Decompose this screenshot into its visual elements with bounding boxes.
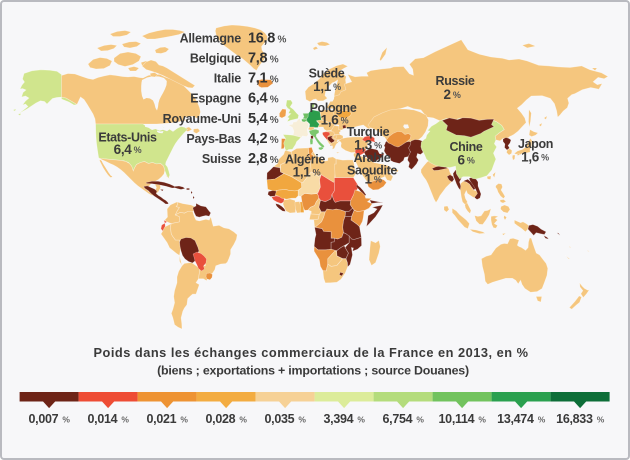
svg-text:4,2 %: 4,2 % [248,131,279,147]
svg-text:Arabie: Arabie [354,151,391,165]
svg-text:Allemagne: Allemagne [180,32,242,46]
svg-text:3,394 %: 3,394 % [324,412,366,426]
svg-text:16,833 %: 16,833 % [556,412,605,426]
svg-text:(biens ; exportations + import: (biens ; exportations + importations ; s… [157,364,469,378]
svg-text:Russie: Russie [436,74,475,88]
svg-text:Japon: Japon [518,137,553,151]
svg-text:Algérie: Algérie [285,153,325,167]
svg-text:16,8 %: 16,8 % [248,31,287,47]
svg-text:Belgique: Belgique [190,52,241,66]
svg-text:7,8 %: 7,8 % [248,51,279,67]
svg-text:Chine: Chine [450,140,483,154]
svg-text:2 %: 2 % [443,87,460,102]
svg-text:1,1 %: 1,1 % [313,79,341,94]
svg-text:Poids dans les échanges commer: Poids dans les échanges commerciaux de l… [94,345,529,360]
svg-text:0,035 %: 0,035 % [265,412,307,426]
svg-text:1 %: 1 % [364,172,381,187]
svg-text:Pologne: Pologne [310,101,357,115]
svg-text:Etats-Unis: Etats-Unis [98,131,157,145]
svg-text:0,007 %: 0,007 % [29,412,71,426]
svg-text:1,1 %: 1,1 % [293,165,321,180]
svg-text:Saoudite: Saoudite [347,164,397,178]
svg-text:6,754 %: 6,754 % [383,412,425,426]
svg-text:5,4 %: 5,4 % [248,111,279,127]
svg-text:0,014 %: 0,014 % [88,412,130,426]
svg-text:Turquie: Turquie [347,125,390,139]
svg-text:7,1 %: 7,1 % [248,71,279,87]
svg-text:0,021 %: 0,021 % [147,412,189,426]
svg-text:Espagne: Espagne [190,92,241,106]
svg-text:Royaume-Uni: Royaume-Uni [163,112,241,126]
svg-text:6,4 %: 6,4 % [248,91,279,107]
svg-text:13,474 %: 13,474 % [497,412,546,426]
svg-text:2,8 %: 2,8 % [248,151,279,167]
svg-text:6,4 %: 6,4 % [114,142,142,157]
svg-text:10,114 %: 10,114 % [439,412,487,426]
svg-text:Suisse: Suisse [202,152,241,166]
svg-text:Italie: Italie [214,72,242,86]
svg-text:1,6 %: 1,6 % [521,150,549,165]
svg-text:6 %: 6 % [457,153,474,168]
svg-text:Suède: Suède [309,67,345,81]
svg-text:0,028 %: 0,028 % [206,412,248,426]
svg-text:1,6 %: 1,6 % [321,113,349,128]
svg-text:Pays-Bas: Pays-Bas [186,132,241,146]
svg-text:1,3 %: 1,3 % [354,138,382,153]
